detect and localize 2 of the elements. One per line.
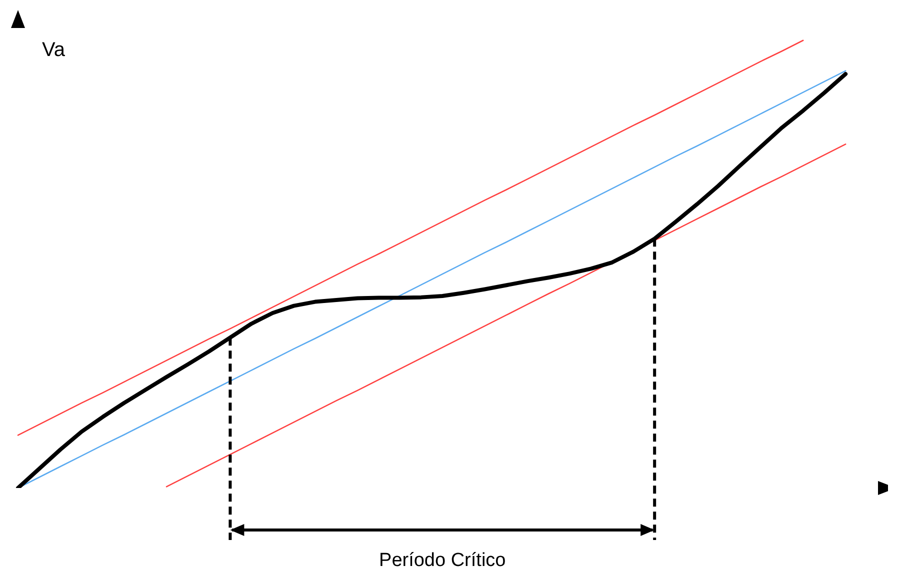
y-axis-title: Va bbox=[42, 39, 66, 61]
x-axis-title: Período Crítico bbox=[379, 550, 506, 571]
